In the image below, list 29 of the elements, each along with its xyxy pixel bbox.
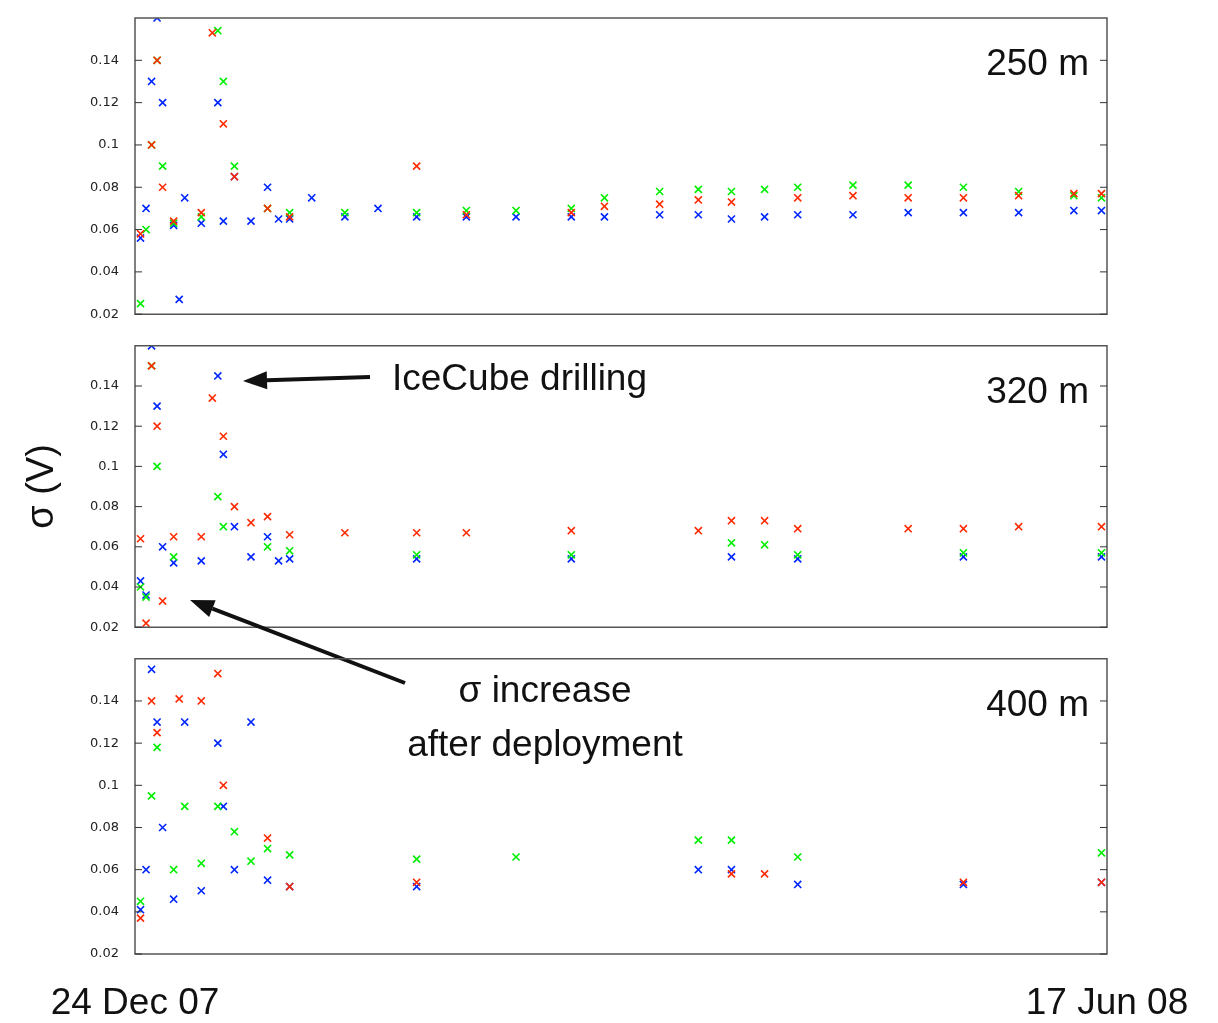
y-tick-label: 0.08 bbox=[90, 818, 119, 834]
y-tick-label: 0.14 bbox=[90, 692, 119, 708]
y-tick-label: 0.04 bbox=[90, 903, 119, 919]
y-tick-label: 0.02 bbox=[90, 618, 119, 634]
annotation: IceCube drilling bbox=[392, 356, 648, 400]
y-tick-label: 0.02 bbox=[90, 945, 119, 961]
y-tick-label: 0.12 bbox=[90, 417, 119, 433]
y-tick-label: 0.08 bbox=[90, 178, 119, 194]
y-tick-label: 0.1 bbox=[98, 136, 119, 152]
text: 400 m bbox=[986, 683, 1089, 724]
y-tick-label: 0.04 bbox=[90, 263, 119, 279]
y-tick-label: 0.14 bbox=[90, 377, 119, 393]
annotation: σ increase after deployment bbox=[406, 668, 684, 766]
y-tick-label: 0.08 bbox=[90, 497, 119, 513]
y-tick-label: 0.06 bbox=[90, 220, 119, 236]
y-tick-label: 0.12 bbox=[90, 734, 119, 750]
text: 320 m bbox=[986, 370, 1089, 411]
y-tick-label: 0.06 bbox=[90, 538, 119, 554]
y-axis-title: σ (V) bbox=[19, 444, 62, 529]
y-tick-label: 0.14 bbox=[90, 51, 119, 67]
y-tick-label: 0.06 bbox=[90, 861, 119, 877]
y-tick-label: 0.04 bbox=[90, 578, 119, 594]
x-tick-label: 17 Jun 08 bbox=[1025, 981, 1189, 1023]
y-tick-label: 0.1 bbox=[98, 457, 119, 473]
y-tick-label: 0.1 bbox=[98, 776, 119, 792]
y-tick-label: 0.12 bbox=[90, 94, 119, 109]
text: 250 m bbox=[986, 42, 1089, 84]
y-tick-label: 0.02 bbox=[90, 305, 119, 321]
x-tick-label: 24 Dec 07 bbox=[50, 981, 220, 1023]
